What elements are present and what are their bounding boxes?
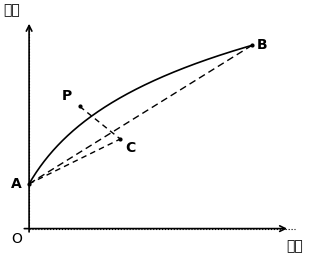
Text: 声速: 声速 [3,3,20,17]
Text: C: C [125,141,136,155]
Text: O: O [11,232,22,246]
Text: B: B [257,38,268,52]
Text: P: P [62,89,72,103]
Text: A: A [11,177,22,191]
Text: 时间: 时间 [286,239,303,253]
